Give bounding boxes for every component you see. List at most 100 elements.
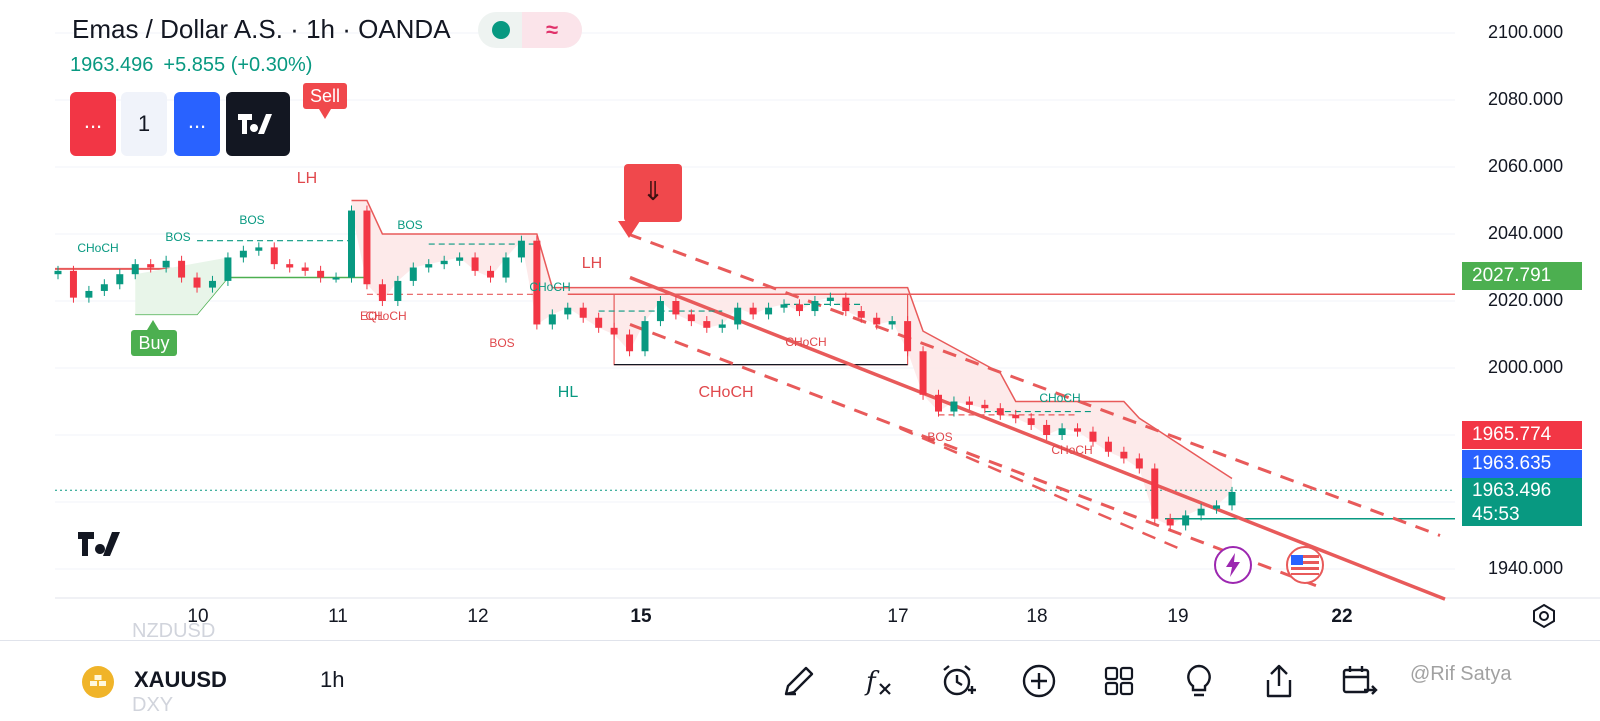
tradingview-icon: [238, 114, 272, 134]
structure-label: CHoCH: [785, 335, 826, 349]
candle-body: [1104, 441, 1112, 452]
channel-bottom-dashed: [899, 427, 1181, 551]
candle-body: [69, 270, 77, 298]
candle-body: [193, 277, 201, 288]
candle-body: [718, 324, 726, 328]
candle-body: [950, 401, 958, 412]
symbol-selector[interactable]: XAUUSD: [134, 667, 227, 692]
channel-upper-dashed: [627, 232, 1441, 537]
quantity-field[interactable]: 1: [121, 92, 167, 156]
candle-body: [1089, 431, 1097, 442]
structure-label: LH: [297, 170, 317, 187]
sell-marker-pointer: [319, 109, 331, 119]
structure-label: HL: [558, 384, 579, 401]
candle-body: [116, 274, 124, 285]
chart-title: Emas / Dollar A.S. · 1h · OANDA: [72, 14, 451, 44]
next-symbol-ghost: DXY: [132, 694, 174, 716]
candle-body: [734, 307, 742, 325]
candle-body: [100, 284, 108, 291]
last-price: 1963.496: [70, 54, 154, 76]
candle-body: [548, 314, 556, 325]
trailing-stop-line: [351, 199, 1233, 480]
buy-button[interactable]: ...: [174, 92, 220, 156]
layouts-grid-icon[interactable]: [1098, 660, 1140, 702]
candle-body: [131, 264, 139, 275]
sell-signal-marker: Sell: [303, 83, 347, 119]
channel-mid-solid: [629, 275, 1446, 601]
candle-body: [1213, 505, 1221, 509]
sell-signal-flag: ⇓: [624, 164, 682, 222]
structure-label: CHoCH: [529, 280, 570, 294]
wave-icon: ≈: [522, 12, 582, 48]
candle-body: [656, 301, 664, 322]
price-axis-label: 2000.000: [1488, 357, 1564, 377]
structure-label: BOS: [489, 336, 514, 350]
lightning-event-icon[interactable]: [1214, 546, 1252, 584]
supply-zone: [55, 199, 1233, 526]
candle-body: [626, 334, 634, 352]
share-export-icon[interactable]: [1258, 660, 1300, 702]
time-axis-label: 17: [887, 606, 909, 627]
candle-body: [1135, 458, 1143, 469]
us-flag-event-icon[interactable]: [1286, 546, 1324, 584]
candle-body: [502, 257, 510, 278]
candle-body: [301, 267, 309, 271]
candle-body: [1074, 428, 1082, 432]
candle-body: [471, 257, 479, 271]
ideas-lightbulb-icon[interactable]: [1178, 660, 1220, 702]
candle-body: [888, 321, 896, 325]
candle-body: [1058, 428, 1066, 435]
price-axis-label: 2080.000: [1488, 89, 1564, 109]
candle-body: [1166, 518, 1174, 526]
candle-body: [487, 270, 495, 278]
candle-body: [363, 210, 371, 285]
candle-body: [811, 301, 819, 312]
candle-body: [1120, 451, 1128, 459]
candle-body: [1182, 515, 1190, 526]
svg-text:f: f: [864, 667, 880, 697]
drawing-pencil-icon[interactable]: [778, 660, 820, 702]
structure-label: CHoCH: [1051, 443, 1092, 457]
time-axis-label: 10: [187, 606, 209, 627]
market-status-pill[interactable]: ≈: [478, 12, 582, 48]
structure-label: CHoCH: [365, 309, 406, 323]
structure-label: CHoCH: [77, 241, 118, 255]
sell-button[interactable]: ...: [70, 92, 116, 156]
interval-selector[interactable]: 1h: [320, 667, 345, 692]
candle-body: [533, 240, 541, 325]
candle-body: [178, 260, 186, 278]
author-watermark: @Rif Satya: [1410, 663, 1512, 685]
candle-body: [255, 247, 263, 251]
candle-body: [965, 401, 973, 405]
alert-clock-icon[interactable]: [938, 660, 980, 702]
bottom-toolbar: [0, 640, 1600, 721]
sell-marker-box: [303, 83, 347, 109]
candle-body: [595, 317, 603, 328]
candle-body: [826, 297, 834, 301]
structure-label: BOS: [165, 230, 190, 244]
candle-body: [54, 270, 62, 275]
prev-symbol-ghost: NZDUSD: [132, 620, 216, 642]
demand-zone-fill: [135, 257, 228, 315]
candle-body: [610, 327, 618, 335]
replay-calendar-icon[interactable]: [1338, 660, 1380, 702]
tradingview-logo-button[interactable]: [226, 92, 290, 156]
candle-body: [1151, 468, 1159, 519]
candlesticks: [54, 205, 1236, 531]
candle-body: [378, 284, 386, 301]
candle-body: [780, 304, 788, 308]
candle-body: [641, 321, 649, 352]
add-plus-icon[interactable]: [1018, 660, 1060, 702]
indicators-fx-icon[interactable]: f: [858, 660, 900, 702]
price-axis-label: 2040.000: [1488, 223, 1564, 243]
gold-bars-icon: [82, 666, 114, 698]
channel-lower-dashed: [629, 323, 1326, 591]
settings-gear-icon[interactable]: [1530, 602, 1558, 630]
candle-body: [919, 351, 927, 395]
time-axis-label: 15: [630, 606, 652, 627]
candle-body: [239, 250, 247, 258]
candle-body: [456, 257, 464, 261]
candle-body: [286, 264, 294, 268]
